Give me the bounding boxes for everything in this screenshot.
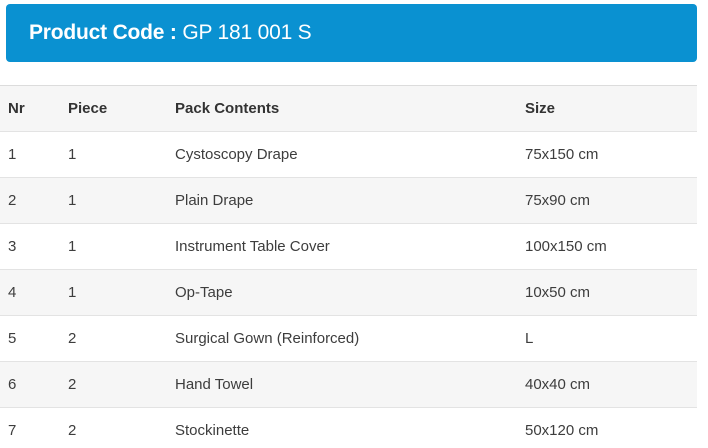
column-header-nr: Nr xyxy=(0,85,60,132)
cell-piece: 2 xyxy=(60,407,167,448)
column-header-piece: Piece xyxy=(60,85,167,132)
cell-nr: 2 xyxy=(0,177,60,224)
product-code-separator: : xyxy=(164,21,183,44)
cell-piece: 1 xyxy=(60,223,167,270)
cell-nr: 7 xyxy=(0,407,60,448)
table-row: 4 1 Op-Tape 10x50 cm xyxy=(0,269,697,316)
cell-pack-contents: Cystoscopy Drape xyxy=(167,131,517,178)
cell-nr: 1 xyxy=(0,131,60,178)
cell-pack-contents: Surgical Gown (Reinforced) xyxy=(167,315,517,362)
cell-pack-contents: Stockinette xyxy=(167,407,517,448)
cell-piece: 1 xyxy=(60,269,167,316)
table-row: 1 1 Cystoscopy Drape 75x150 cm xyxy=(0,131,697,178)
cell-piece: 2 xyxy=(60,361,167,408)
table-row: 2 1 Plain Drape 75x90 cm xyxy=(0,177,697,224)
cell-nr: 5 xyxy=(0,315,60,362)
cell-size: L xyxy=(517,315,697,362)
product-code-value: GP 181 001 S xyxy=(182,21,312,44)
cell-size: 75x150 cm xyxy=(517,131,697,178)
table-body: 1 1 Cystoscopy Drape 75x150 cm 2 1 Plain… xyxy=(0,131,697,448)
column-header-pack-contents: Pack Contents xyxy=(167,85,517,132)
pack-contents-section: Nr Piece Pack Contents Size 1 1 Cystosco… xyxy=(0,85,708,448)
table-row: 6 2 Hand Towel 40x40 cm xyxy=(0,361,697,408)
cell-piece: 1 xyxy=(60,131,167,178)
cell-pack-contents: Plain Drape xyxy=(167,177,517,224)
product-code-banner: Product Code : GP 181 001 S xyxy=(6,4,697,62)
cell-piece: 2 xyxy=(60,315,167,362)
product-code-label: Product Code xyxy=(29,21,165,44)
cell-nr: 3 xyxy=(0,223,60,270)
column-header-size: Size xyxy=(517,85,697,132)
cell-nr: 6 xyxy=(0,361,60,408)
table-header: Nr Piece Pack Contents Size xyxy=(0,85,697,132)
cell-piece: 1 xyxy=(60,177,167,224)
cell-size: 75x90 cm xyxy=(517,177,697,224)
cell-pack-contents: Op-Tape xyxy=(167,269,517,316)
cell-pack-contents: Hand Towel xyxy=(167,361,517,408)
table-row: 3 1 Instrument Table Cover 100x150 cm xyxy=(0,223,697,270)
cell-nr: 4 xyxy=(0,269,60,316)
cell-size: 50x120 cm xyxy=(517,407,697,448)
table-row: 7 2 Stockinette 50x120 cm xyxy=(0,407,697,448)
cell-size: 100x150 cm xyxy=(517,223,697,270)
table-header-row: Nr Piece Pack Contents Size xyxy=(0,85,697,132)
pack-contents-table: Nr Piece Pack Contents Size 1 1 Cystosco… xyxy=(0,85,697,448)
cell-size: 10x50 cm xyxy=(517,269,697,316)
cell-pack-contents: Instrument Table Cover xyxy=(167,223,517,270)
cell-size: 40x40 cm xyxy=(517,361,697,408)
table-row: 5 2 Surgical Gown (Reinforced) L xyxy=(0,315,697,362)
